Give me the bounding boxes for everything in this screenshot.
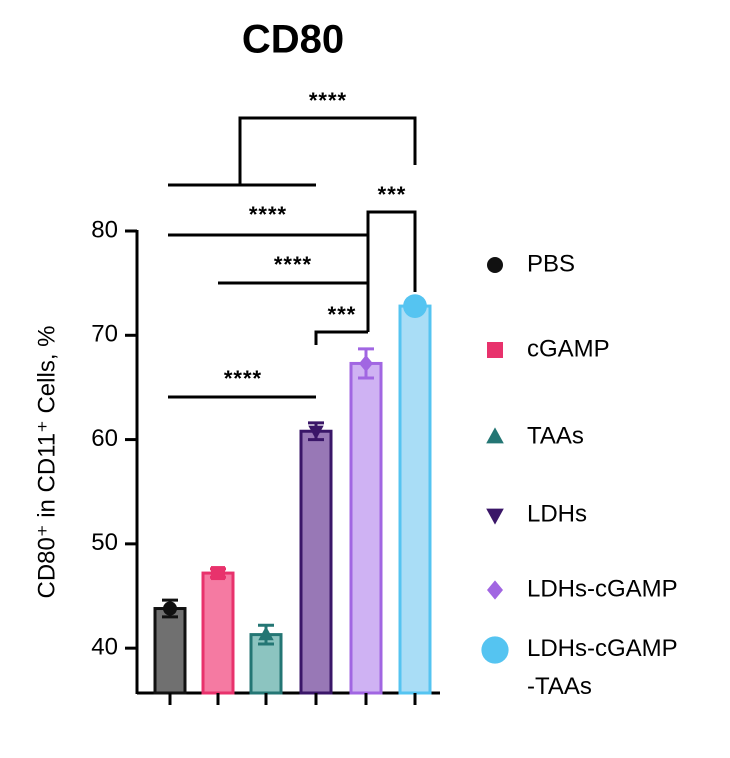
bar [398, 304, 432, 695]
bar [201, 571, 235, 695]
legend-marker [487, 342, 503, 358]
annotation: **** [224, 366, 262, 391]
y-tick-label: 50 [91, 529, 118, 556]
legend-label: LDHs-cGAMP -TAAs [527, 635, 678, 700]
y-tick-label: 40 [91, 633, 118, 660]
bar [349, 361, 383, 695]
y-tick-label: 70 [91, 321, 118, 348]
significance-brackets [168, 116, 417, 399]
annotation: **** [309, 88, 347, 113]
legend-label: LDHs [527, 500, 587, 527]
legend-marker [487, 257, 503, 273]
annotation: *** [328, 302, 357, 327]
legend-marker [486, 508, 504, 525]
bar-marker [403, 294, 427, 318]
chart-title: CD80 [242, 18, 344, 62]
legend-label-line: LDHs-cGAMP [527, 635, 678, 662]
bar [299, 429, 333, 695]
y-axis-label: CD80⁺ in CD11⁺ Cells, % [33, 326, 60, 599]
bar-marker [211, 566, 225, 581]
bar-marker [359, 355, 373, 372]
legend-label: LDHs-cGAMP [527, 575, 678, 602]
bar-marker [258, 626, 274, 641]
legend-label: TAAs [527, 422, 584, 449]
bar-marker [163, 601, 177, 616]
legend-label: PBS [527, 250, 575, 277]
legend-label-line: -TAAs [527, 673, 592, 700]
legend-label: cGAMP [527, 335, 610, 362]
legend-marker [481, 636, 509, 664]
y-tick-label: 80 [91, 216, 118, 243]
bar-marker [308, 425, 324, 440]
y-tick-label: 60 [91, 425, 118, 452]
legend-marker [487, 580, 503, 600]
bar [153, 607, 187, 695]
annotation: **** [249, 202, 287, 227]
legend-marker [486, 427, 504, 444]
annotation: *** [378, 182, 407, 207]
annotation: **** [274, 252, 312, 277]
